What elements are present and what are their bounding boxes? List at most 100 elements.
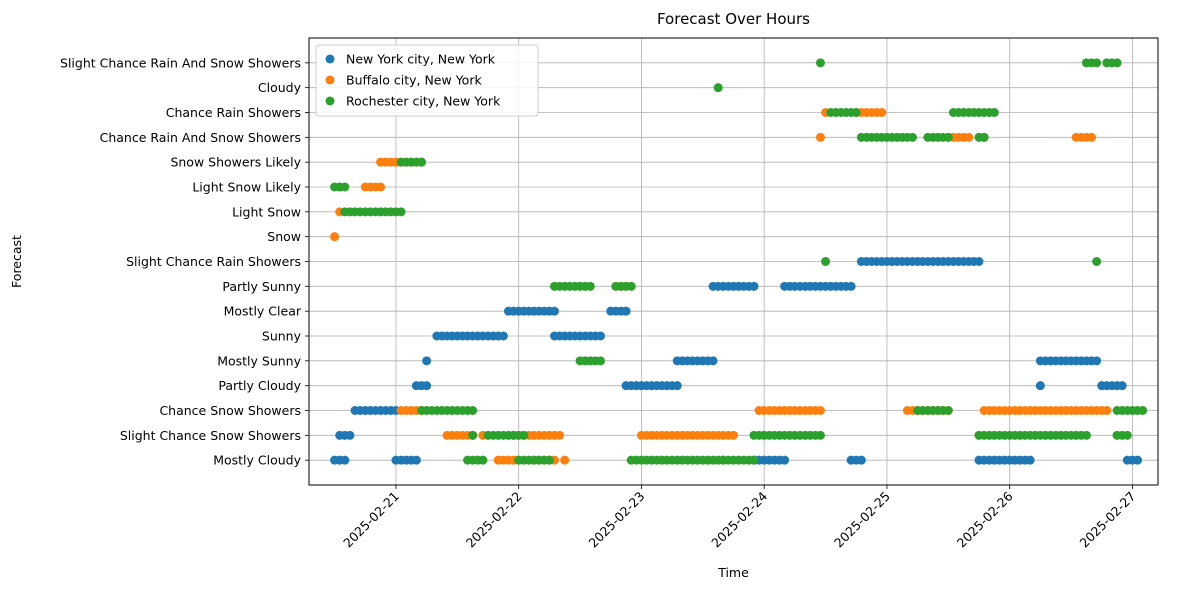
data-point <box>478 455 488 465</box>
series-1 <box>330 257 1143 465</box>
legend-marker <box>325 96 335 106</box>
data-point <box>877 108 887 117</box>
legend-label: Rochester city, New York <box>346 94 501 109</box>
data-point <box>422 356 432 366</box>
series-3 <box>330 58 1148 465</box>
data-point <box>340 455 350 465</box>
y-tick-label: Mostly Cloudy <box>213 453 301 468</box>
data-point <box>989 108 999 117</box>
y-tick-label: Mostly Clear <box>224 304 302 319</box>
data-point <box>1102 406 1112 415</box>
y-tick-label: Mostly Sunny <box>217 353 301 368</box>
x-tick-label: 2025-02-25 <box>831 489 893 551</box>
data-point <box>468 406 478 415</box>
data-point <box>1025 455 1035 465</box>
data-point <box>851 108 861 117</box>
data-point <box>749 455 759 465</box>
data-point <box>1087 132 1097 142</box>
data-point <box>549 306 559 316</box>
y-tick-label: Chance Rain And Snow Showers <box>100 130 301 145</box>
data-point <box>621 306 631 316</box>
data-point <box>340 182 350 192</box>
legend: New York city, New York Buffalo city, New… <box>315 44 539 117</box>
data-point <box>345 430 355 440</box>
y-tick-label: Partly Cloudy <box>218 378 301 393</box>
data-point <box>979 132 989 142</box>
data-point <box>1092 257 1102 266</box>
data-point <box>596 356 606 366</box>
data-point <box>1081 430 1091 440</box>
data-point <box>422 381 432 391</box>
x-tick-label: 2025-02-22 <box>463 489 525 551</box>
data-point <box>498 331 508 341</box>
data-point <box>749 281 759 291</box>
y-axis-title: Forecast <box>9 235 24 288</box>
chart-title: Forecast Over Hours <box>657 10 810 28</box>
data-point <box>708 356 718 366</box>
data-point <box>964 132 974 142</box>
data-point <box>626 281 636 291</box>
data-point <box>780 455 790 465</box>
legend-marker <box>325 54 335 64</box>
y-tick-label: Chance Snow Showers <box>159 403 301 418</box>
data-point <box>585 281 595 291</box>
data-point <box>1117 381 1127 391</box>
data-point <box>672 381 682 391</box>
plot-frame <box>308 37 1159 486</box>
data-point <box>411 455 421 465</box>
data-point <box>1112 58 1122 68</box>
data-point <box>943 406 953 415</box>
y-tick-label: Slight Chance Rain And Snow Showers <box>60 55 301 70</box>
data-point <box>596 331 606 341</box>
data-point <box>1035 381 1045 391</box>
x-tick-label: 2025-02-26 <box>954 488 1016 550</box>
data-point <box>519 430 529 440</box>
data-point <box>815 58 825 68</box>
x-tick-labels: 2025-02-21 2025-02-22 2025-02-23 2025-02-24… <box>340 488 1138 550</box>
data-point <box>815 406 825 415</box>
data-point <box>974 257 984 266</box>
data-point <box>815 430 825 440</box>
y-tick-label: Partly Sunny <box>222 279 301 294</box>
legend-label: Buffalo city, New York <box>346 73 482 88</box>
data-point <box>908 132 918 142</box>
data-point <box>1138 406 1148 415</box>
data-point <box>417 157 427 167</box>
y-tick-label: Sunny <box>262 329 302 344</box>
x-tick-label: 2025-02-23 <box>586 489 648 551</box>
data-point <box>1092 58 1102 68</box>
x-axis-title: Time <box>717 565 749 580</box>
data-point <box>468 430 478 440</box>
data-point <box>943 132 953 142</box>
data-point <box>815 132 825 142</box>
y-tick-label: Cloudy <box>258 80 302 95</box>
data-point <box>376 182 386 192</box>
data-point <box>1092 356 1102 366</box>
y-tick-label: Slight Chance Snow Showers <box>120 428 301 443</box>
data-point <box>396 207 406 217</box>
y-tick-label: Snow <box>267 229 301 244</box>
y-tick-label: Light Snow Likely <box>192 180 301 195</box>
data-point <box>544 455 554 465</box>
data-point <box>560 455 570 465</box>
data-point <box>856 455 866 465</box>
y-tick-label: Light Snow <box>232 204 301 219</box>
data-point <box>713 83 723 93</box>
data-points <box>330 58 1148 465</box>
data-point <box>555 430 565 440</box>
legend-label: New York city, New York <box>346 52 496 67</box>
data-point <box>729 430 738 440</box>
data-point <box>821 257 831 266</box>
y-tick-labels: Mostly Cloudy Slight Chance Snow Showers C… <box>60 55 302 467</box>
y-tick-label: Slight Chance Rain Showers <box>126 254 301 269</box>
y-tick-label: Chance Rain Showers <box>166 105 301 120</box>
data-point <box>330 232 340 242</box>
x-tick-label: 2025-02-27 <box>1077 489 1139 551</box>
data-point <box>846 281 856 291</box>
x-tick-label: 2025-02-21 <box>340 489 402 551</box>
x-tick-label: 2025-02-24 <box>708 488 770 550</box>
y-tick-label: Snow Showers Likely <box>170 155 301 170</box>
legend-items: New York city, New York Buffalo city, New… <box>325 52 501 109</box>
data-point <box>1133 455 1143 465</box>
